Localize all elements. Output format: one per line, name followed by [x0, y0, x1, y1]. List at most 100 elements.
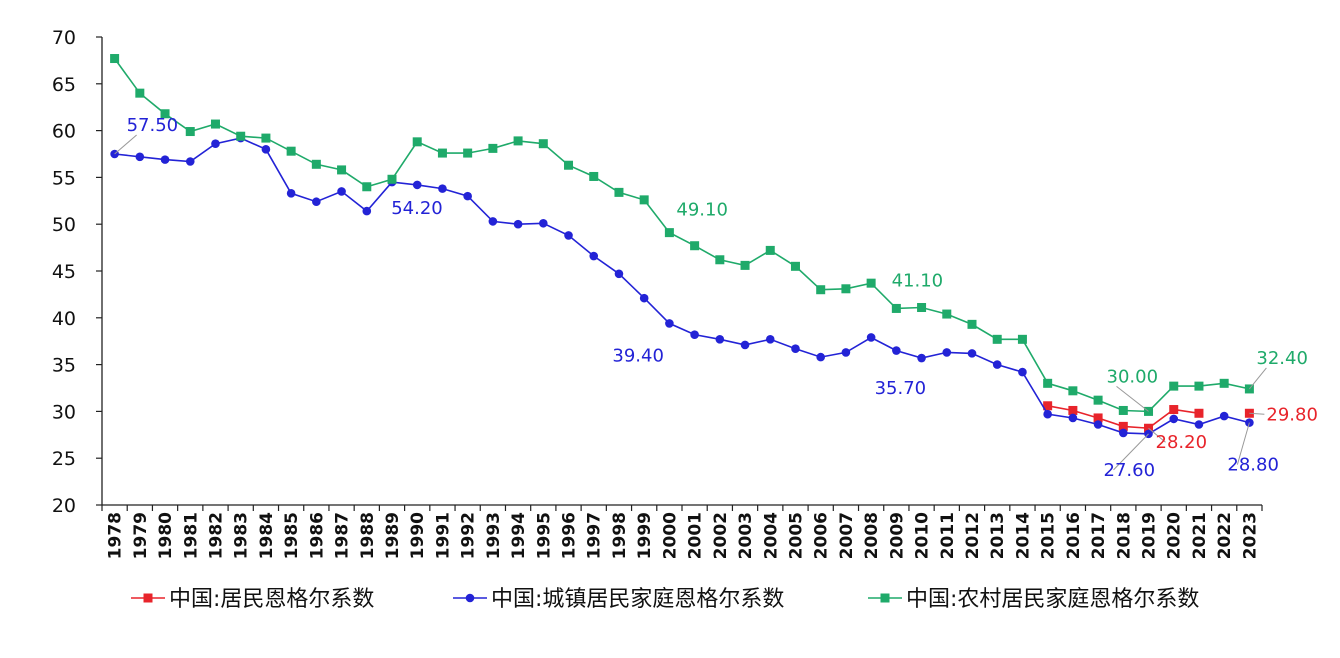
data-label: 28.20: [1156, 432, 1208, 453]
x-tick-label: 1991: [433, 512, 453, 559]
series-1: [110, 133, 1254, 439]
data-point: [589, 171, 599, 181]
data-point: [1043, 401, 1053, 411]
x-tick-label: 2002: [711, 512, 731, 559]
data-point: [866, 278, 876, 288]
data-point: [816, 352, 825, 362]
x-tick-label: 1982: [206, 512, 226, 559]
data-point: [942, 309, 952, 319]
data-point: [261, 133, 271, 143]
legend-label: 中国:居民恩格尔系数: [169, 587, 374, 612]
x-tick-label: 1979: [131, 512, 151, 559]
x-tick-label: 2004: [761, 512, 781, 559]
data-point: [110, 54, 120, 64]
data-point: [639, 293, 649, 303]
x-tick-label: 2023: [1240, 512, 1260, 559]
x-tick-label: 1997: [585, 512, 605, 559]
annotation-leader: [1249, 367, 1267, 390]
x-tick-label: 2018: [1114, 512, 1134, 559]
y-tick-label: 45: [52, 261, 76, 283]
data-point: [841, 284, 851, 294]
data-point: [891, 303, 901, 313]
data-point: [312, 197, 321, 207]
data-point: [1093, 395, 1103, 405]
data-point: [665, 319, 674, 328]
data-point: [387, 174, 397, 184]
x-tick-label: 1998: [610, 512, 630, 559]
data-label: 41.10: [892, 271, 944, 292]
data-point: [538, 139, 548, 149]
data-point: [210, 119, 220, 129]
data-point: [412, 180, 422, 190]
data-point: [614, 269, 624, 279]
annotation-leader: [1249, 412, 1265, 415]
data-point: [866, 333, 876, 342]
annotation-leader: [1148, 427, 1166, 443]
data-point: [1018, 367, 1027, 377]
x-tick-label: 2010: [913, 512, 933, 559]
x-tick-label: 2006: [812, 512, 832, 559]
x-tick-label: 1985: [282, 512, 302, 559]
data-label: 29.80: [1266, 404, 1318, 425]
data-label: 49.10: [676, 200, 728, 221]
x-tick-label: 1990: [408, 512, 428, 559]
data-point: [1119, 428, 1128, 438]
x-tick-label: 1984: [257, 512, 277, 559]
x-tick-label: 1981: [181, 512, 201, 559]
x-tick-label: 2012: [963, 512, 983, 559]
data-point: [690, 330, 699, 339]
legend-label: 中国:农村居民家庭恩格尔系数: [906, 587, 1199, 612]
data-label: 54.20: [391, 198, 443, 219]
data-point: [362, 206, 372, 216]
series-layer: [110, 54, 1254, 439]
x-tick-label: 2007: [837, 512, 857, 559]
x-tick-label: 2001: [686, 512, 706, 559]
data-point: [286, 146, 296, 156]
x-tick-label: 2015: [1039, 512, 1059, 559]
data-point: [337, 187, 346, 196]
data-point: [438, 184, 447, 193]
x-tick-label: 2021: [1190, 512, 1210, 559]
data-point: [564, 231, 573, 240]
data-point: [1194, 381, 1204, 391]
x-tick-label: 1988: [358, 512, 378, 559]
data-point: [816, 285, 826, 295]
x-tick-label: 2022: [1215, 512, 1235, 559]
x-tick-label: 1983: [232, 512, 252, 559]
data-point: [488, 217, 498, 226]
data-point: [437, 148, 447, 158]
x-tick-label: 2016: [1064, 512, 1084, 559]
data-point: [160, 155, 170, 164]
data-point: [412, 137, 422, 147]
data-point: [715, 255, 725, 265]
x-tick-label: 1996: [560, 512, 580, 559]
data-point: [261, 145, 271, 154]
x-tick-label: 2019: [1140, 512, 1160, 559]
data-point: [463, 148, 473, 158]
data-point: [1194, 420, 1204, 429]
x-tick-label: 1987: [333, 512, 353, 559]
x-tick-label: 2011: [938, 512, 958, 559]
data-point: [765, 335, 775, 344]
data-point: [1017, 334, 1027, 344]
data-point: [1219, 411, 1229, 421]
data-point: [1169, 405, 1179, 415]
annotation-leader: [1236, 422, 1250, 465]
legend-label: 中国:城镇居民家庭恩格尔系数: [491, 587, 784, 612]
data-point: [942, 348, 952, 357]
data-point: [539, 218, 548, 228]
data-point: [614, 187, 624, 197]
x-tick-label: 1992: [459, 512, 479, 559]
data-point: [362, 182, 372, 192]
legend-marker: [880, 593, 890, 603]
legend-marker: [143, 593, 153, 603]
x-tick-label: 1986: [307, 512, 327, 559]
series-2: [110, 54, 1254, 416]
data-point: [790, 261, 800, 271]
data-point: [841, 348, 851, 357]
series-line: [114, 137, 1250, 435]
data-point: [1219, 378, 1229, 388]
annotation-layer: 57.50 54.20 39.40 35.70 27.60 28.80 49.10 41.10…: [114, 115, 1318, 481]
y-tick-label: 25: [52, 448, 76, 470]
